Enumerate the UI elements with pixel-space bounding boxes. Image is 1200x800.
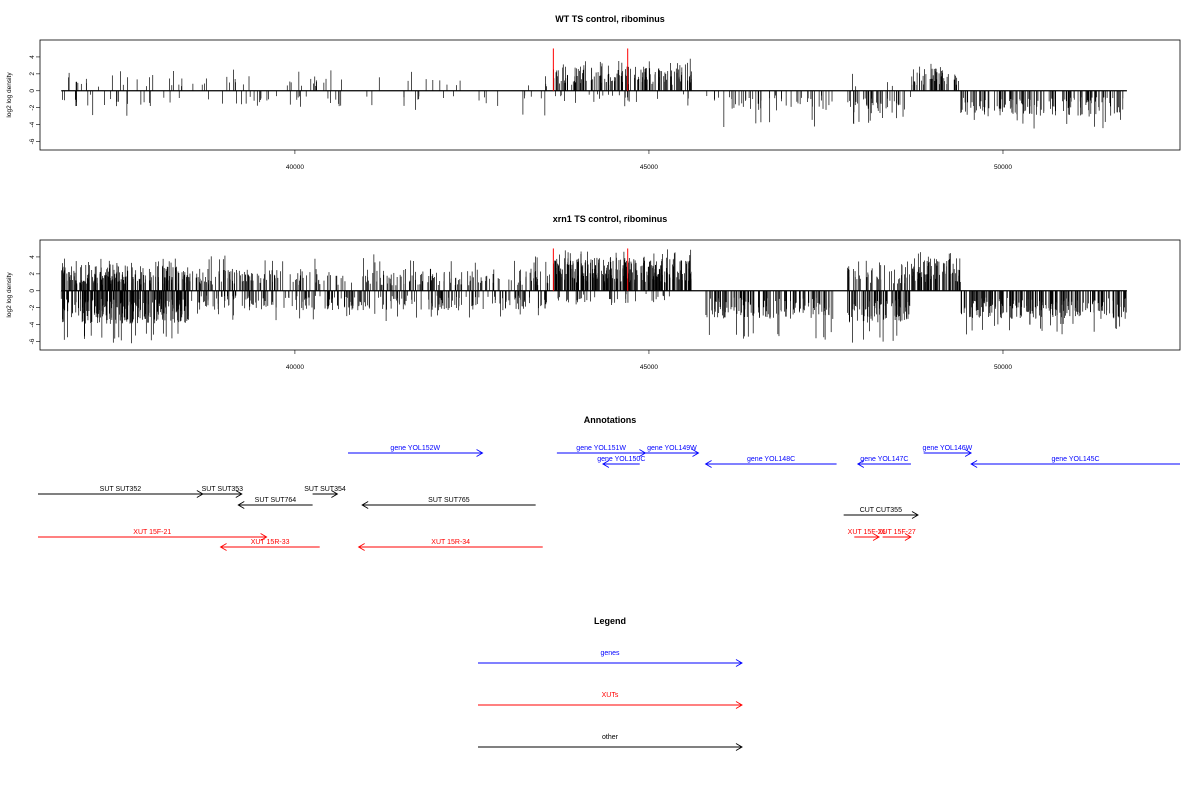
legend-label: XUTs <box>602 692 619 699</box>
arrow-head <box>235 490 243 498</box>
coverage-bars <box>62 58 1124 129</box>
annotation-feature: gene YOL145C <box>970 456 1180 468</box>
panel-title: xrn1 TS control, ribominus <box>553 214 668 224</box>
annotation-label: gene YOL145C <box>1051 456 1099 463</box>
arrow-head <box>602 460 610 468</box>
annotation-feature: XUT 15R-34 <box>357 539 543 551</box>
annotation-label: CUT CUT355 <box>860 507 902 514</box>
arrow-head <box>904 533 912 541</box>
legend-label: genes <box>600 650 620 657</box>
legend-item: genes <box>478 650 743 667</box>
annotation-feature: CUT CUT355 <box>843 507 919 519</box>
arrow-head <box>735 701 743 709</box>
x-tick-label: 50000 <box>994 364 1012 371</box>
x-tick-label: 40000 <box>286 364 304 371</box>
arrow-head <box>219 543 227 551</box>
annotation-feature: XUT 15F-26 <box>848 529 886 541</box>
annotation-feature: XUT 15F-21 <box>38 529 268 541</box>
coverage-bars <box>60 249 1127 344</box>
annotation-feature: gene YOL148C <box>704 456 837 468</box>
annotation-label: gene YOL149W <box>647 445 697 452</box>
y-axis-label: log2 log density <box>6 72 13 118</box>
legend-item: XUTs <box>478 692 743 709</box>
y-tick-label: -6 <box>29 138 36 144</box>
annotation-feature: gene YOL150C <box>597 456 645 468</box>
y-tick-label: 0 <box>29 289 36 293</box>
y-tick-label: -4 <box>29 321 36 327</box>
arrow-head <box>964 449 973 457</box>
arrow-head <box>970 460 978 468</box>
annotation-title: Annotations <box>584 415 637 425</box>
arrow-head <box>911 511 919 519</box>
y-tick-label: 4 <box>29 255 36 259</box>
annotation-feature: XUT 15R-33 <box>219 539 320 551</box>
arrow-head <box>735 743 743 751</box>
arrow-head <box>692 449 700 457</box>
annotation-feature: gene YOL149W <box>645 445 700 457</box>
annotation-label: gene YOL146W <box>923 445 973 452</box>
legend: Legend genes XUTs other <box>478 616 743 751</box>
annotation-feature: SUT SUT353 <box>202 486 244 498</box>
legend-item: other <box>478 734 743 751</box>
arrow-head <box>357 543 365 551</box>
annotation-feature: SUT SUT352 <box>38 486 204 498</box>
y-tick-label: -2 <box>29 104 36 110</box>
annotation-label: SUT SUT352 <box>100 486 142 493</box>
x-tick-label: 40000 <box>286 164 304 171</box>
y-tick-label: 0 <box>29 89 36 93</box>
y-tick-label: 2 <box>29 272 36 276</box>
xrn1-coverage-panel: xrn1 TS control, ribominus 4 2 0 -2 -4 -6 log2 … <box>6 214 1181 371</box>
y-tick-label: -6 <box>29 338 36 344</box>
annotation-label: XUT 15F-26 <box>848 529 886 536</box>
arrow-head <box>476 449 484 457</box>
arrow-head <box>872 533 880 541</box>
annotation-feature: gene YOL147C <box>856 456 911 468</box>
arrow-head <box>704 460 712 468</box>
annotation-label: SUT SUT353 <box>202 486 244 493</box>
legend-label: other <box>602 734 619 741</box>
arrow-head <box>237 501 245 509</box>
annotation-feature: SUT SUT765 <box>361 497 536 509</box>
plot-frame <box>39 239 1181 351</box>
annotation-label: gene YOL151W <box>576 445 626 452</box>
annotation-label: XUT 15R-34 <box>431 539 470 546</box>
arrow-head <box>260 533 268 541</box>
y-tick-label: 4 <box>29 55 36 59</box>
annotation-feature: SUT SUT354 <box>304 486 346 498</box>
arrow-head <box>331 490 339 498</box>
plot-frame <box>39 39 1181 151</box>
annotation-label: gene YOL148C <box>747 456 795 463</box>
x-tick-label: 45000 <box>640 364 658 371</box>
annotation-label: gene YOL147C <box>860 456 908 463</box>
arrow-head <box>196 490 204 498</box>
annotation-track: Annotations gene YOL152W gene YOL151W gene… <box>38 415 1180 551</box>
arrow-head <box>856 460 865 468</box>
y-axis-label: log2 log density <box>6 272 13 318</box>
annotation-feature: XUT 15F-27 <box>878 529 916 541</box>
annotation-label: SUT SUT765 <box>428 497 470 504</box>
annotation-label: gene YOL150C <box>597 456 645 463</box>
annotation-feature: gene YOL146W <box>923 445 973 457</box>
legend-title: Legend <box>594 616 626 626</box>
y-tick-label: -2 <box>29 304 36 310</box>
y-tick-label: 2 <box>29 72 36 76</box>
annotation-feature: SUT SUT764 <box>237 497 313 509</box>
wt-coverage-panel: WT TS control, ribominus 4 2 0 -2 -4 -6 log2 lo… <box>6 14 1181 171</box>
annotation-feature: gene YOL152W <box>348 445 484 457</box>
annotation-label: SUT SUT764 <box>255 497 297 504</box>
x-tick-label: 45000 <box>640 164 658 171</box>
annotation-label: gene YOL152W <box>390 445 440 452</box>
annotation-label: XUT 15F-21 <box>133 529 171 536</box>
arrow-head <box>735 659 743 667</box>
panel-title: WT TS control, ribominus <box>555 14 665 24</box>
annotation-label: XUT 15R-33 <box>251 539 290 546</box>
y-tick-label: -4 <box>29 121 36 127</box>
x-tick-label: 50000 <box>994 164 1012 171</box>
annotation-feature: gene YOL151W <box>556 445 647 457</box>
annotation-label: XUT 15F-27 <box>878 529 916 536</box>
annotation-label: SUT SUT354 <box>304 486 346 493</box>
arrow-head <box>361 501 369 509</box>
